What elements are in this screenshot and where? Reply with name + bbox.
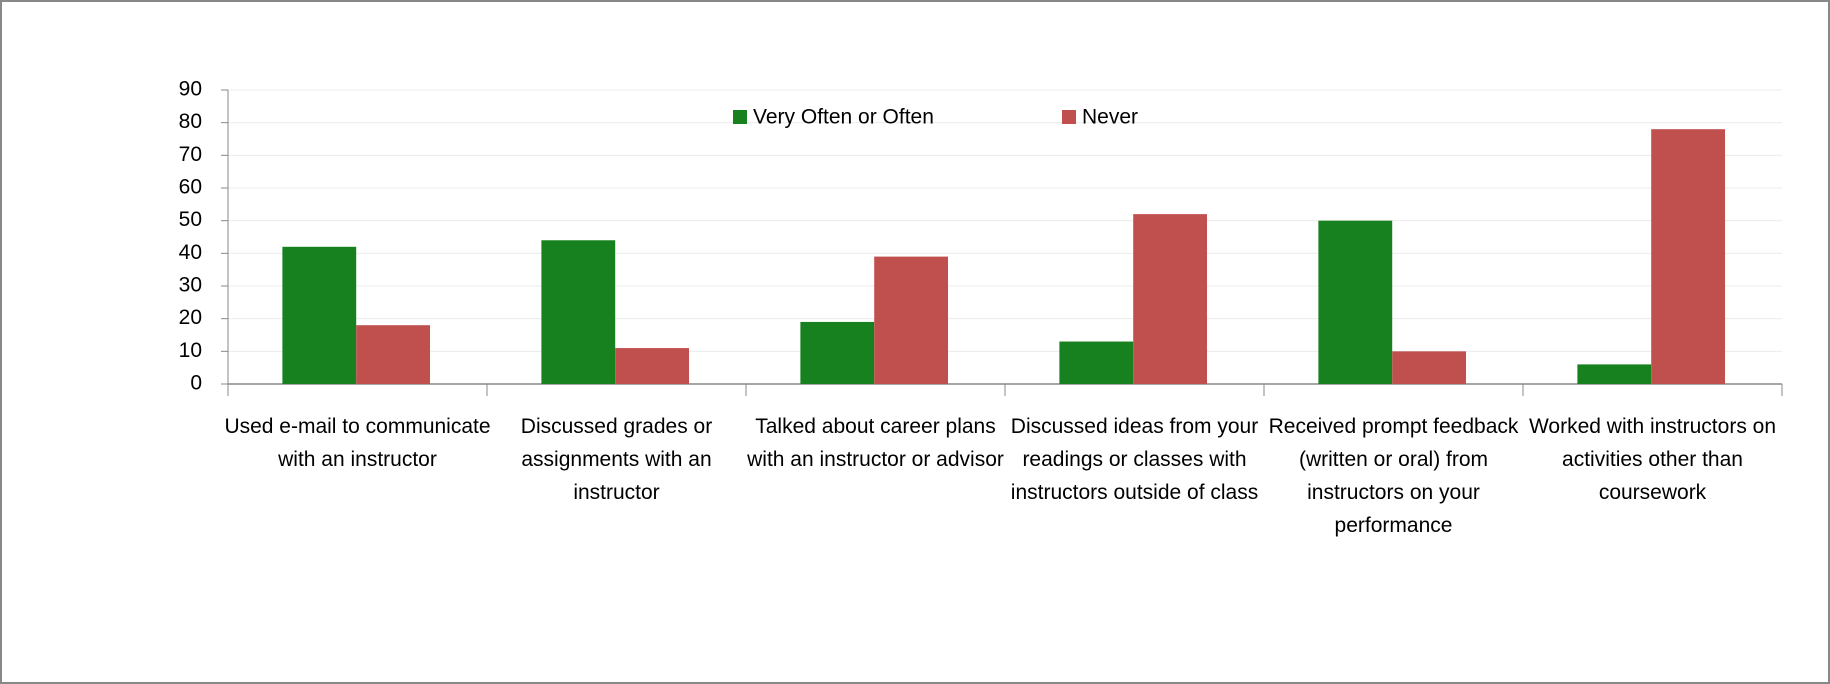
y-tick-label: 30 <box>179 274 202 297</box>
bar <box>1318 220 1393 384</box>
bar <box>1577 364 1652 384</box>
x-tick-label: Discussed ideas from your readings or cl… <box>1010 415 1259 504</box>
y-tick-label: 10 <box>179 339 202 362</box>
legend-swatch <box>1062 110 1076 124</box>
bar <box>356 325 431 384</box>
y-tick-label: 80 <box>179 110 202 133</box>
y-tick-label: 70 <box>179 143 202 166</box>
y-tick-label: 40 <box>179 241 202 264</box>
bar <box>541 240 616 384</box>
bar <box>1651 129 1726 384</box>
bar <box>282 246 357 384</box>
y-tick-label: 50 <box>179 208 202 231</box>
bar <box>800 321 875 384</box>
y-tick-label: 60 <box>179 176 202 199</box>
x-tick-label: Worked with instructors on activities ot… <box>1528 415 1777 504</box>
bar <box>1059 341 1134 384</box>
y-tick-label: 0 <box>190 372 202 395</box>
x-tick-label: Discussed grades or assignments with an … <box>520 415 713 504</box>
bar <box>874 256 949 384</box>
legend-label: Never <box>1082 106 1138 129</box>
x-tick-label: Received prompt feedback (written or ora… <box>1268 415 1519 537</box>
bar <box>1392 351 1467 384</box>
y-tick-label: 90 <box>179 78 202 101</box>
x-tick-label: Used e-mail to communicate with an instr… <box>224 415 491 471</box>
bar <box>1133 214 1208 384</box>
legend-swatch <box>733 110 747 124</box>
y-tick-label: 20 <box>179 306 202 329</box>
legend-label: Very Often or Often <box>753 106 934 129</box>
bar <box>615 348 690 384</box>
x-tick-label: Talked about career plans with an instru… <box>747 415 1004 471</box>
